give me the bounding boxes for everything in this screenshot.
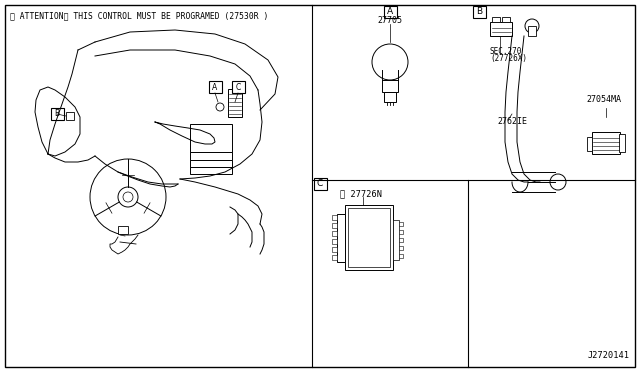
Bar <box>348 208 390 267</box>
Text: 2762IE: 2762IE <box>497 117 527 126</box>
Bar <box>332 255 337 260</box>
Bar <box>345 205 393 270</box>
Bar <box>399 246 403 250</box>
Bar <box>209 81 221 93</box>
Text: B: B <box>476 7 482 16</box>
Bar <box>332 215 337 220</box>
Text: 27054MA: 27054MA <box>586 95 621 104</box>
Bar <box>228 89 242 117</box>
Bar <box>592 132 620 154</box>
Bar <box>490 22 512 36</box>
Bar <box>190 152 232 160</box>
Bar <box>528 26 536 36</box>
Bar <box>384 92 396 102</box>
Text: J2720141: J2720141 <box>588 351 630 360</box>
Bar <box>472 6 486 18</box>
Text: 27705: 27705 <box>378 16 403 25</box>
Bar <box>332 223 337 228</box>
Bar <box>190 124 232 152</box>
Bar <box>332 239 337 244</box>
Text: ※ ATTENTION； THIS CONTROL MUST BE PROGRAMED (27530R ): ※ ATTENTION； THIS CONTROL MUST BE PROGRA… <box>10 11 268 20</box>
Bar <box>190 167 232 174</box>
Bar <box>332 247 337 252</box>
Bar <box>337 214 345 262</box>
Bar <box>332 231 337 236</box>
Text: (27726X): (27726X) <box>490 54 527 63</box>
Bar <box>399 254 403 258</box>
Bar <box>399 238 403 242</box>
Bar <box>502 17 510 22</box>
Bar <box>399 222 403 226</box>
Text: C: C <box>236 83 241 92</box>
Bar <box>314 178 326 190</box>
Bar <box>51 108 63 120</box>
Bar <box>587 137 592 151</box>
Text: B: B <box>54 109 60 119</box>
Text: A: A <box>212 83 218 92</box>
Bar <box>66 112 74 120</box>
Text: SEC.270: SEC.270 <box>490 47 522 56</box>
Bar <box>399 230 403 234</box>
Bar <box>393 220 399 260</box>
Text: A: A <box>387 7 393 16</box>
Bar <box>190 160 232 167</box>
Bar <box>382 80 398 92</box>
Bar <box>232 81 244 93</box>
Bar <box>383 6 397 18</box>
Bar <box>619 134 625 152</box>
Text: C: C <box>317 180 323 189</box>
Text: ※ 27726N: ※ 27726N <box>340 189 382 198</box>
Bar <box>118 226 128 234</box>
Bar <box>492 17 500 22</box>
